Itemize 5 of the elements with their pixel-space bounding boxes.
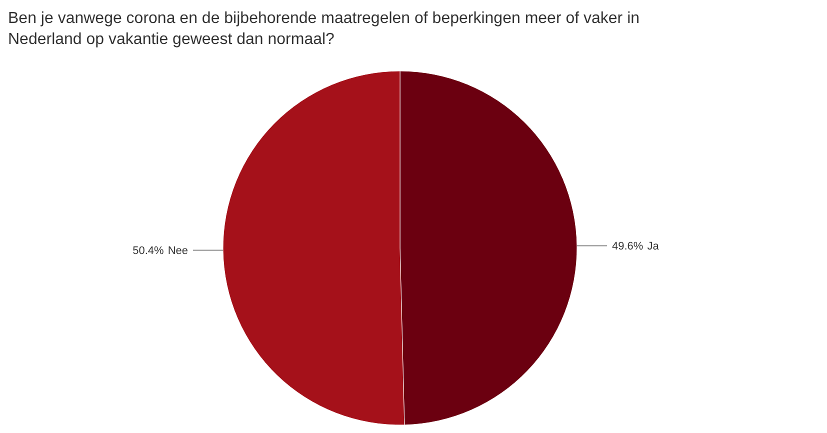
slice-label: Ja	[647, 240, 660, 253]
data-label: 49.6%	[612, 240, 644, 253]
slice-label: Nee	[168, 245, 188, 258]
chart-title: Ben je vanwege corona en de bijbehorende maatregelen of beperkingen meer of vaker in Nederland op vakantie geweest dan normaal?	[8, 10, 640, 48]
data-label: 50.4%	[132, 245, 164, 258]
